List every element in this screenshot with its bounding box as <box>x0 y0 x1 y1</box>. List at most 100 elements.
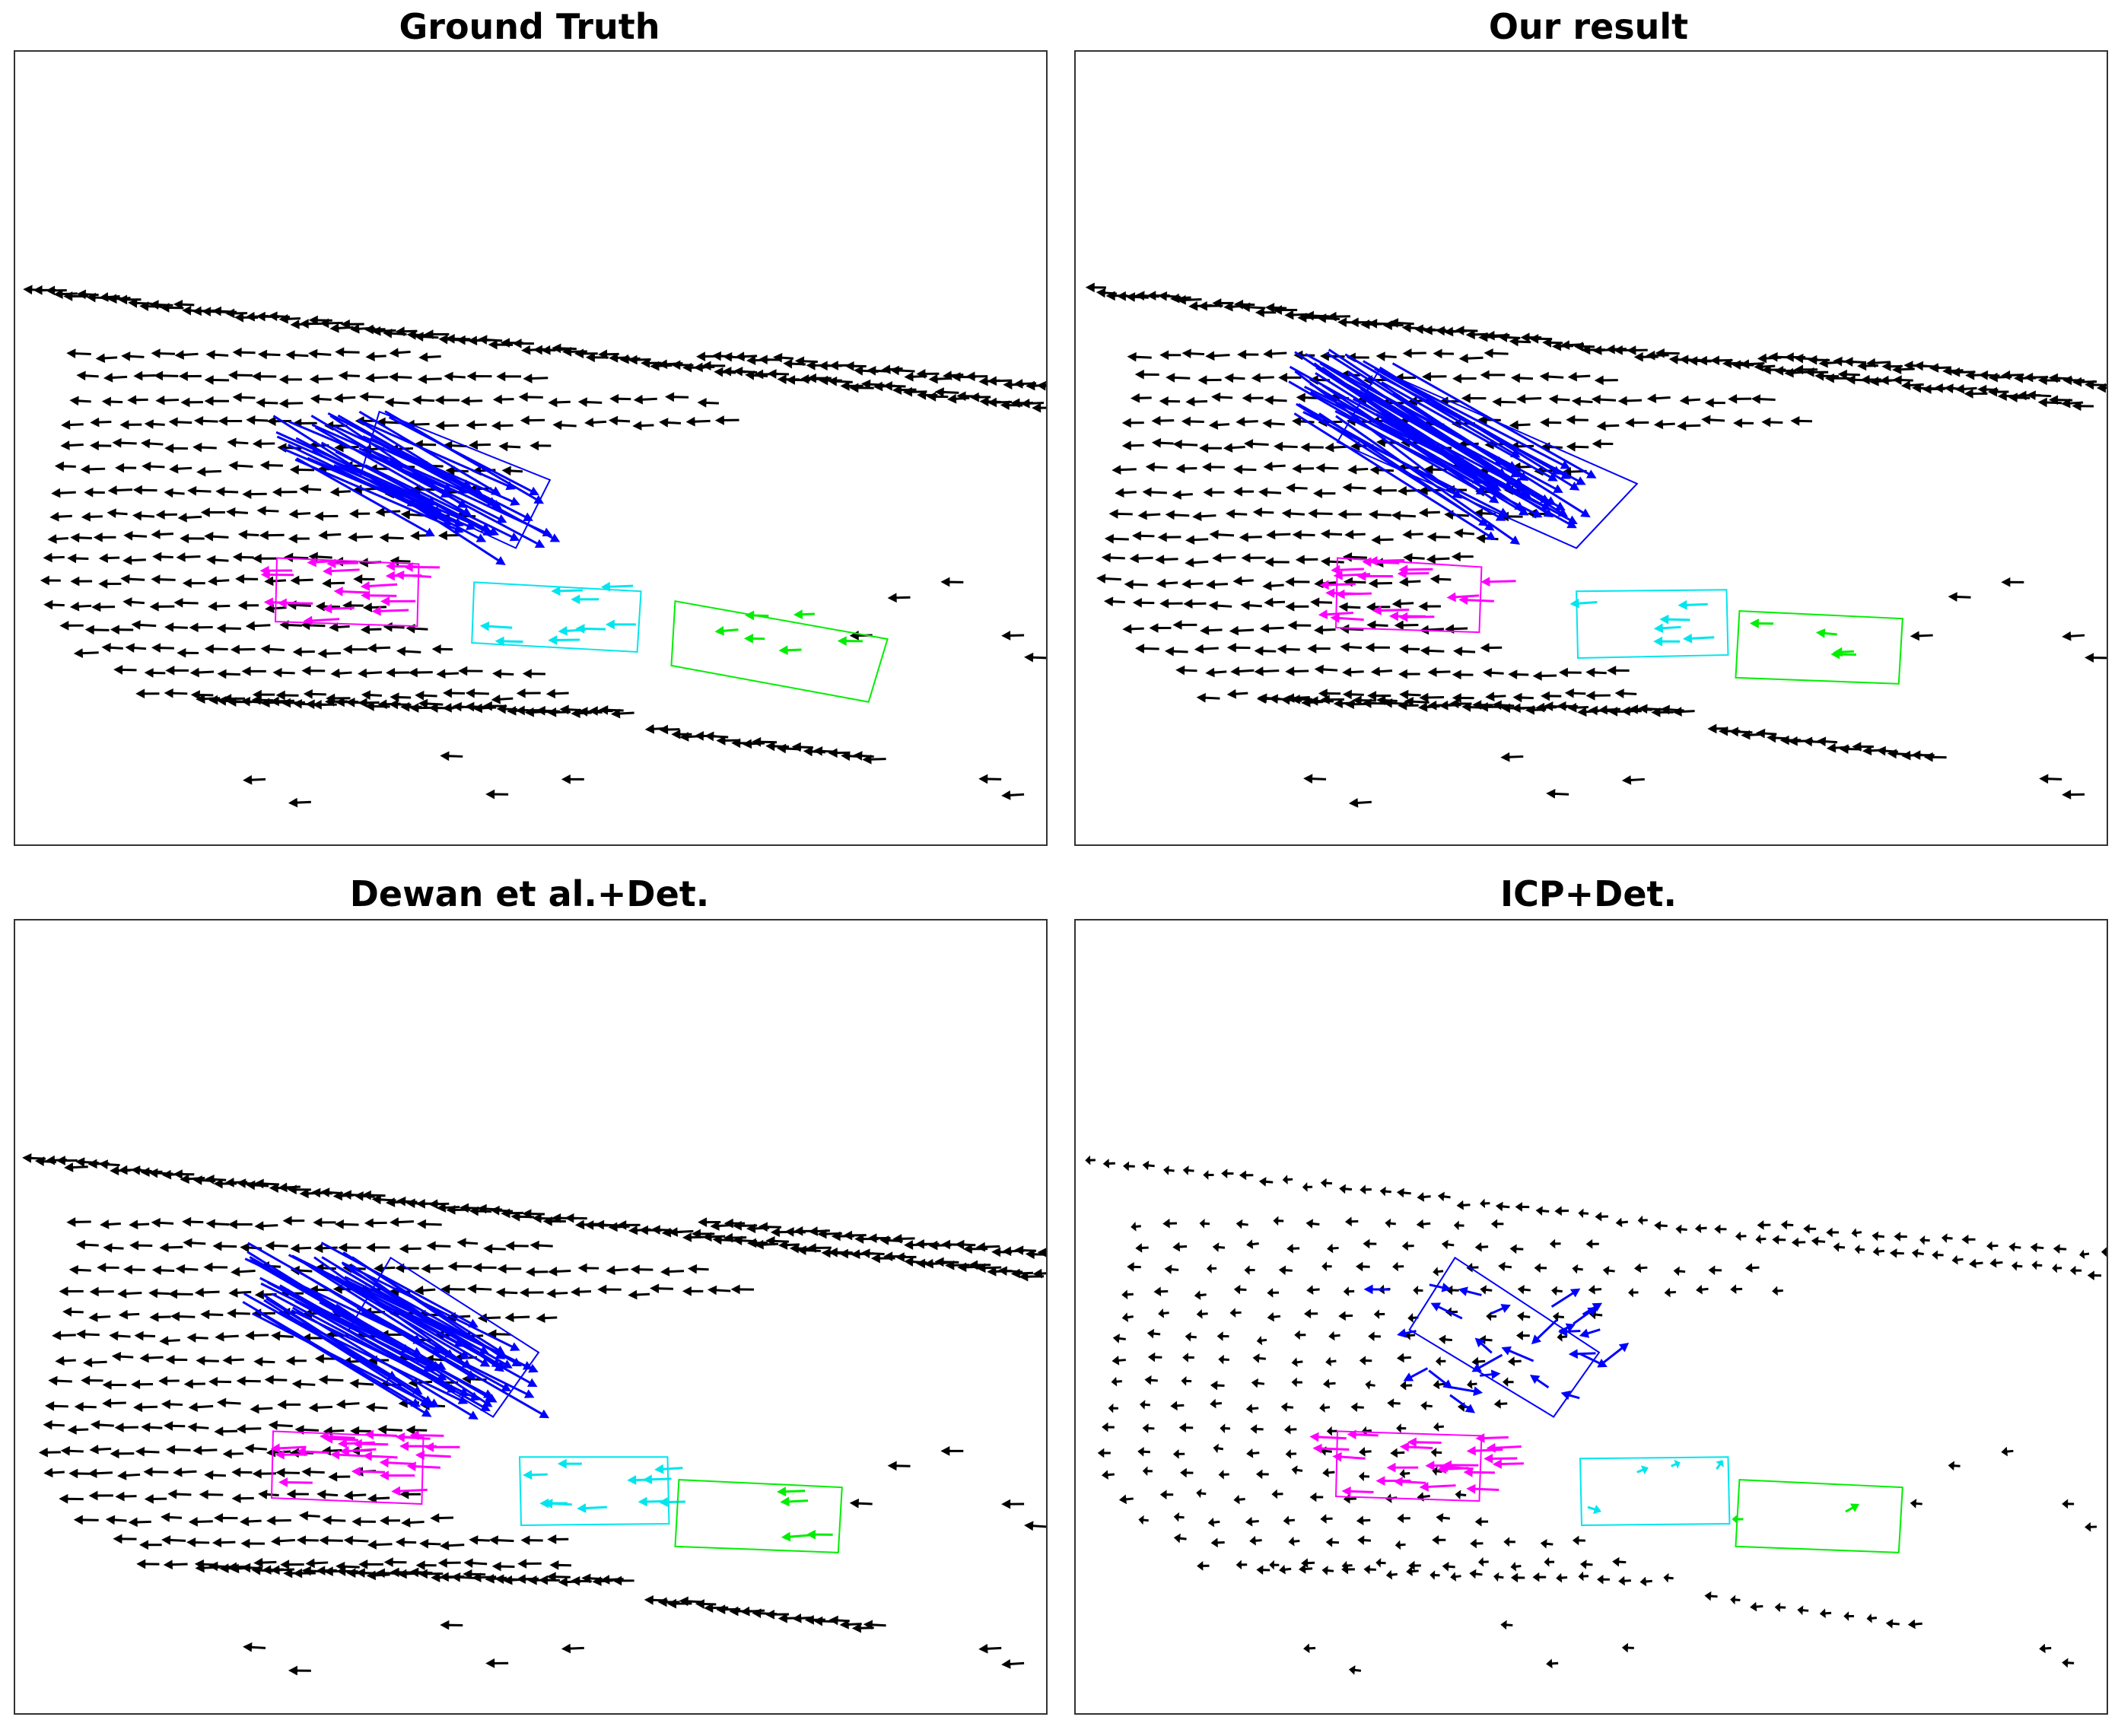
arrow-head <box>328 1471 338 1482</box>
arrow-head <box>1508 669 1518 680</box>
arrow-head <box>43 599 53 610</box>
flow-arrow <box>1394 620 1419 631</box>
arrow-head <box>165 665 175 676</box>
flow-arrow <box>545 688 569 699</box>
flow-arrow <box>208 601 231 612</box>
arrow-head <box>160 303 170 313</box>
arrow-head <box>231 1493 241 1504</box>
arrow-head <box>523 512 533 522</box>
arrow-head <box>851 1623 862 1633</box>
arrow-head <box>659 418 669 428</box>
arrow-head <box>1108 509 1118 519</box>
flow-arrow <box>169 463 192 474</box>
arrow-head <box>460 1203 469 1213</box>
flow-arrow <box>1142 1160 1155 1171</box>
flow-arrow <box>133 370 156 381</box>
arrow-head <box>400 510 411 520</box>
flow-arrow <box>1679 355 1701 365</box>
arrow-head <box>1196 692 1206 703</box>
arrow-head <box>628 1225 638 1235</box>
flow-arrow <box>231 1267 256 1277</box>
arrow-head <box>707 1285 717 1296</box>
flow-arrow <box>1480 1198 1490 1209</box>
arrow-head <box>1232 576 1242 587</box>
flow-arrow <box>723 1232 747 1243</box>
flow-arrow <box>1598 704 1620 715</box>
blue-flow-arrow <box>373 455 545 548</box>
arrow-head <box>377 699 387 710</box>
flow-arrow <box>693 362 715 373</box>
flow-arrow <box>849 383 874 393</box>
flow-arrow <box>487 1329 511 1340</box>
arrow-head <box>281 698 291 708</box>
arrow-head <box>1573 342 1584 351</box>
flow-arrow <box>252 1468 277 1479</box>
flow-arrow <box>2096 383 2107 393</box>
arrow-head <box>170 1312 180 1321</box>
arrow-head <box>366 1242 375 1253</box>
arrow-head <box>414 1285 424 1296</box>
arrow-head <box>380 596 390 606</box>
flow-arrow <box>1230 666 1255 676</box>
arrow-head <box>698 1217 708 1227</box>
arrow-head <box>310 394 320 404</box>
arrow-head <box>245 311 255 322</box>
flow-arrow <box>657 1597 680 1607</box>
flow-arrow <box>113 1534 137 1544</box>
magenta-flow-arrow <box>1372 606 1410 615</box>
arrow-head <box>129 1240 139 1251</box>
flow-arrow <box>328 1471 351 1482</box>
arrow-head <box>1375 351 1385 361</box>
arrow-shaft <box>1309 391 1497 490</box>
arrow-head <box>262 1565 272 1575</box>
arrow-shaft <box>333 464 495 534</box>
arrow-head <box>452 701 463 712</box>
arrow-head <box>1826 742 1837 753</box>
flow-arrow <box>288 533 310 544</box>
flow-arrow <box>463 1569 486 1579</box>
arrow-head <box>904 1240 914 1250</box>
flow-arrow <box>561 1643 584 1654</box>
arrow-head <box>1135 291 1145 301</box>
flow-arrow <box>314 1353 336 1364</box>
arrow-head <box>552 1213 561 1223</box>
arrow-head <box>510 1211 520 1222</box>
arrow-head <box>245 1331 255 1340</box>
arrow-head <box>164 688 173 698</box>
arrow-head <box>1535 1206 1543 1216</box>
flow-arrow <box>151 643 174 653</box>
arrow-head <box>480 1402 491 1411</box>
arrow-shaft <box>485 625 513 629</box>
arrow-head <box>1382 320 1392 331</box>
flow-arrow <box>243 774 266 785</box>
arrow-head <box>2062 790 2072 800</box>
arrow-head <box>1131 531 1142 541</box>
arrow-head <box>1688 356 1698 366</box>
arrow-head <box>161 1169 172 1180</box>
arrow-head <box>1368 555 1378 566</box>
arrow-head <box>561 1643 571 1654</box>
flow-arrow <box>117 1289 142 1299</box>
flow-arrow <box>1566 441 1589 452</box>
arrow-head <box>244 1443 254 1454</box>
arrow-head <box>838 1248 848 1259</box>
arrow-head <box>496 371 506 382</box>
flow-arrow <box>1320 1178 1333 1188</box>
arrow-head <box>1333 570 1343 580</box>
arrow-head <box>722 366 732 377</box>
flow-arrow <box>2062 631 2085 641</box>
arrow-head <box>196 694 205 704</box>
arrow-head <box>561 774 571 784</box>
arrow-head <box>406 329 416 340</box>
flow-arrow <box>135 1446 160 1457</box>
arrow-head <box>53 289 63 299</box>
flow-arrow <box>159 1242 183 1253</box>
arrow-head <box>80 464 90 475</box>
arrow-head <box>365 351 375 362</box>
flow-arrow <box>114 1423 138 1432</box>
arrow-head <box>558 625 568 636</box>
arrow-head <box>1185 558 1194 568</box>
flow-arrow <box>1102 1159 1115 1168</box>
arrow-head <box>278 374 288 385</box>
blue-flow-arrow <box>246 1251 428 1363</box>
